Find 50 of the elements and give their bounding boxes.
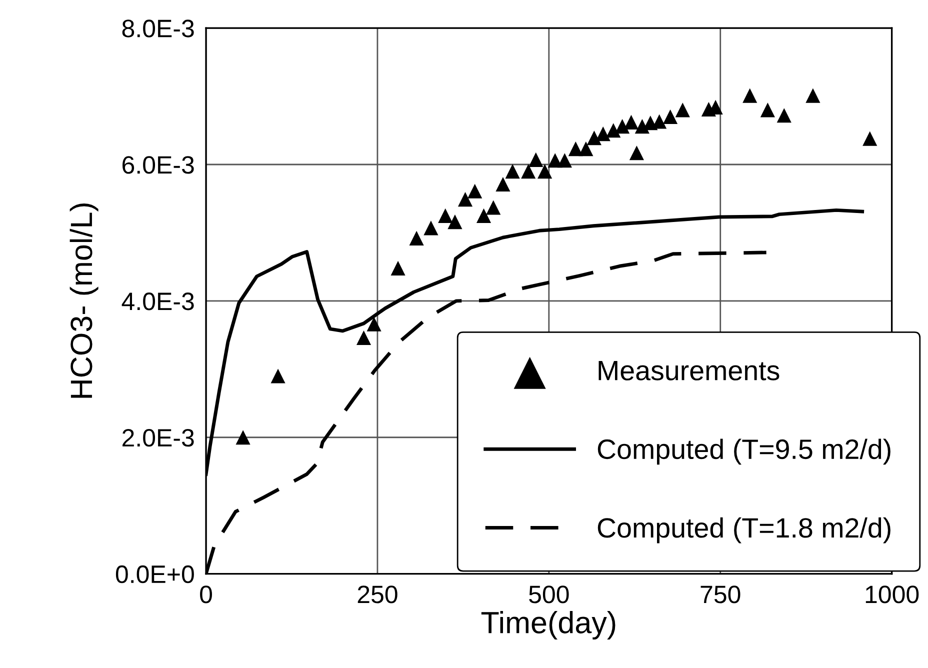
point bbox=[557, 153, 572, 168]
point bbox=[776, 108, 792, 123]
x-axis-title: Time(day) bbox=[481, 611, 616, 640]
point bbox=[596, 126, 610, 142]
point bbox=[496, 176, 510, 192]
point bbox=[675, 102, 690, 118]
point bbox=[458, 192, 473, 207]
point bbox=[760, 102, 775, 118]
x-tick-label: 1000 bbox=[866, 586, 919, 604]
point bbox=[578, 142, 594, 156]
y-tick-label: 6.0E-3 bbox=[122, 156, 194, 174]
x-tick-label: 250 bbox=[358, 586, 398, 604]
point bbox=[505, 164, 520, 179]
point bbox=[634, 119, 650, 134]
point bbox=[356, 330, 372, 346]
point bbox=[663, 109, 678, 124]
point bbox=[629, 146, 644, 160]
point bbox=[606, 123, 621, 138]
point bbox=[366, 316, 382, 332]
point bbox=[806, 88, 820, 103]
y-tick-label: 2.0E-3 bbox=[122, 428, 194, 447]
point bbox=[615, 119, 630, 134]
point bbox=[438, 208, 453, 223]
y-tick-label: 4.0E-3 bbox=[122, 292, 194, 310]
x-tick-label: 500 bbox=[529, 586, 569, 604]
point bbox=[521, 164, 536, 179]
point bbox=[476, 208, 492, 223]
point bbox=[448, 214, 462, 230]
point bbox=[528, 152, 544, 168]
legend-label: Measurements bbox=[598, 361, 780, 380]
legend-label: Computed (T=9.5 m2/d) bbox=[598, 438, 890, 465]
point bbox=[390, 260, 406, 276]
legend-label: Computed (T=1.8 m2/d) bbox=[598, 517, 890, 544]
point bbox=[270, 368, 286, 384]
point bbox=[468, 184, 482, 198]
point bbox=[409, 230, 424, 246]
point bbox=[568, 142, 583, 156]
x-tick-label: 0 bbox=[200, 586, 212, 604]
y-tick-label: 0.0E+0 bbox=[116, 565, 194, 584]
point bbox=[424, 220, 438, 236]
point bbox=[538, 164, 552, 179]
y-tick-label: 8.0E-3 bbox=[122, 20, 194, 38]
point bbox=[236, 430, 250, 445]
point bbox=[486, 200, 501, 215]
point bbox=[862, 131, 878, 146]
point bbox=[586, 130, 602, 146]
x-tick-label: 750 bbox=[700, 586, 740, 604]
y-axis-title: HCO3- (mol/L) bbox=[70, 204, 98, 398]
point bbox=[742, 88, 758, 103]
point bbox=[624, 114, 638, 130]
